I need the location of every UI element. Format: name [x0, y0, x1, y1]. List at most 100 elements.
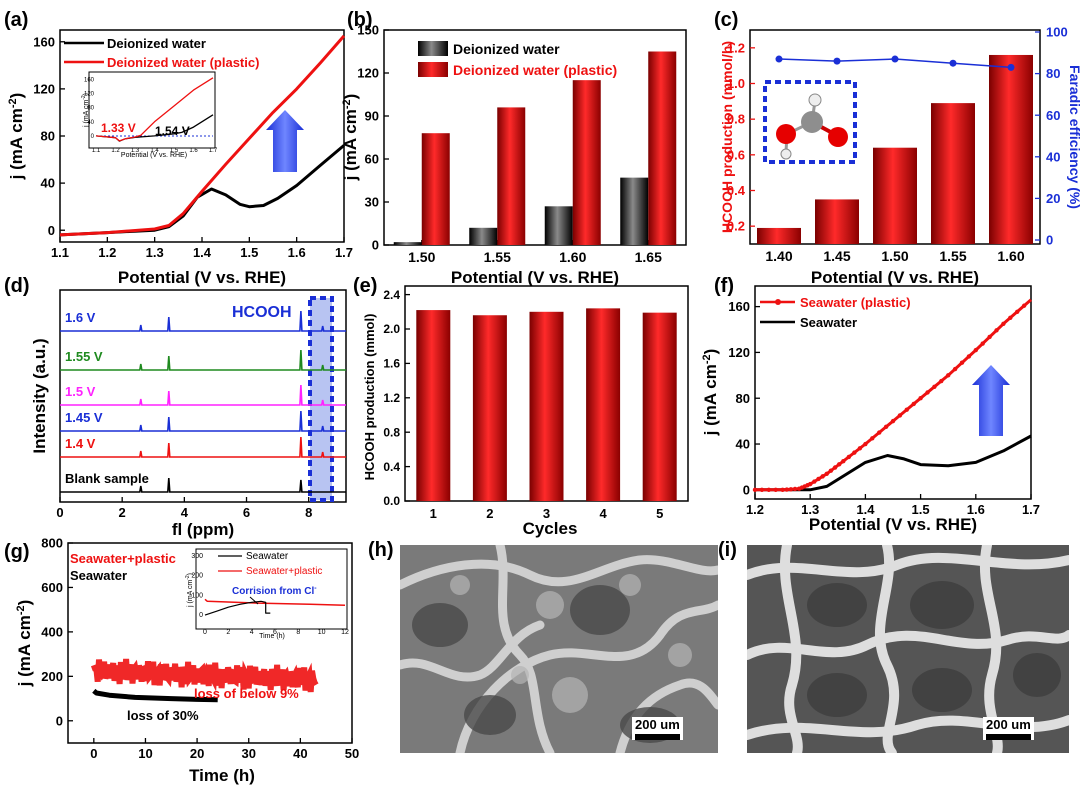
axis-f-xtick-label: 1.5 [912, 502, 930, 517]
axis-e-xlabel: Cycles [523, 519, 578, 538]
point-f-plastic [863, 441, 868, 447]
inset-a-xtick-label: 1.1 [92, 148, 101, 154]
axis-b-ytick-label: 120 [357, 66, 379, 81]
annot-g-loss-30: loss of 30% [127, 708, 199, 723]
bar-e-cycle [586, 308, 621, 501]
panel-c-label: (c) [714, 9, 738, 31]
axis-f-xtick-label: 1.3 [801, 502, 819, 517]
panel-h-label: (h) [368, 539, 394, 561]
axis-b-ytick-label: 150 [357, 23, 379, 38]
point-c-fe [775, 55, 783, 63]
point-f-plastic [959, 360, 965, 365]
inset-g-frame [195, 548, 348, 630]
trend-arrow-f [972, 365, 1010, 436]
panel-d-label: (d) [4, 275, 30, 297]
axis-f-ytick-label: 160 [728, 299, 750, 314]
inset-a-xtick-label: 1.4 [150, 148, 159, 154]
axis-f-ylabel: j (mA cm-2) [701, 349, 720, 437]
bar-b-plastic [648, 51, 677, 245]
bar-b-deionized [469, 227, 498, 245]
axis-g-xtick-label: 30 [241, 746, 255, 761]
inset-a-ytick-label: 40 [87, 120, 94, 126]
inset-g-ytick-label: 200 [191, 573, 203, 580]
legend-b-0-label: Deionized water [453, 41, 560, 57]
legend-f-1-label: Seawater [800, 315, 857, 330]
axis-d-xtick-label: 8 [305, 505, 312, 520]
axis-a-ylabel: j (mA cm-2) [7, 93, 26, 181]
bar-e-cycle [472, 315, 507, 501]
legend-b-1-swatch [418, 62, 448, 77]
panel-c: (c) 0.2 0.4 0.6 0.8 1.0 1.2 0 20 40 60 80 100 1.40 1.… [714, 9, 1080, 287]
point-f-plastic [897, 413, 903, 418]
axis-f-xtick-label: 1.2 [746, 502, 764, 517]
axis-g-xtick-label: 20 [190, 746, 204, 761]
point-f-plastic [980, 341, 985, 346]
axis-g-ytick-label: 400 [41, 624, 63, 639]
point-f-plastic [973, 347, 978, 353]
axis-b-xtick-label: 1.65 [635, 249, 662, 265]
axis-c-ytick-label: 1.0 [727, 76, 745, 91]
spectrum-label: 1.55 V [65, 349, 103, 364]
point-f-plastic [918, 396, 923, 401]
bar-b-deionized [393, 242, 422, 245]
axis-c-ytick-label: 0.4 [727, 183, 746, 198]
bar-c-hcooh [873, 147, 917, 244]
axis-f-ytick-label: 120 [728, 345, 750, 360]
axis-e-ytick-label: 0.8 [383, 425, 400, 439]
axis-c-ytick-label: 0.2 [727, 219, 745, 234]
panel-e: (e) 0.0 0.4 0.8 1.2 1.6 2.0 2.4 1 2 3 4 5 Cycles HC… [353, 275, 689, 538]
spectrum-label: 1.6 V [65, 310, 96, 325]
point-f-plastic [857, 446, 863, 451]
point-f-plastic [1021, 303, 1027, 308]
scale-bar-h: 200 um [632, 717, 683, 740]
axis-g-ytick-label: 600 [41, 580, 63, 595]
panel-a: (a) 1.1 1.2 1.3 1.4 1.5 1.6 1.7 0 40 80 120 160 Dei… [4, 9, 353, 287]
axis-a-xtick-label: 1.3 [146, 245, 164, 260]
legend-b-1-label: Deionized water (plastic) [453, 62, 617, 78]
axis-f-xtick-label: 1.7 [1022, 502, 1040, 517]
point-f-plastic [870, 436, 875, 441]
axis-b-xtick-label: 1.55 [484, 249, 511, 265]
axis-a-xtick-label: 1.1 [51, 245, 69, 260]
spectrum-trace [60, 477, 346, 493]
series-f-seawater [755, 434, 1032, 492]
axis-c-right-ytick-label: 0 [1046, 233, 1053, 248]
axis-a-ytick-label: 40 [41, 176, 55, 191]
point-f-plastic [808, 481, 813, 487]
inset-g-xtick-label: 6 [273, 629, 277, 636]
axis-c-ylabel2: Faradic efficiency (%) [1067, 65, 1080, 209]
inset-a-xlabel: Potential (V vs. RHE) [121, 152, 187, 159]
inset-a-xtick-label: 1.6 [189, 148, 198, 154]
point-f-plastic [994, 328, 999, 333]
point-c-fe [1007, 63, 1015, 71]
series-a-deionized-plastic [59, 34, 346, 237]
axis-g-xtick-label: 10 [138, 746, 152, 761]
inset-g-annotation-arrow [249, 596, 259, 605]
hcooh-annotation: HCOOH [232, 304, 292, 321]
axis-c-ylabel: HCOOH production (mmol/h) [719, 41, 735, 233]
point-f-plastic [877, 430, 882, 435]
axis-f-ytick-label: 80 [736, 391, 750, 406]
axis-f-ytick-label: 0 [743, 482, 750, 497]
inset-a-ylabel: j (mA cm-2) [81, 93, 90, 128]
point-f-plastic [784, 487, 789, 492]
series-g-seawater [92, 688, 218, 703]
point-f-plastic [946, 373, 951, 378]
legend-f-0-marker [775, 299, 781, 305]
panel-f-frame [754, 285, 1032, 500]
inset-g-series-plastic [204, 598, 346, 607]
axis-c-right-ytick-label: 80 [1046, 66, 1060, 81]
bar-e-cycle [642, 312, 677, 501]
legend-g-0-label: Seawater+plastic [70, 551, 176, 566]
axis-a-ytick-label: 80 [41, 129, 55, 144]
bar-c-hcooh [815, 199, 859, 244]
axis-a-ytick-label: 160 [33, 34, 55, 49]
point-f-plastic [832, 465, 838, 470]
spectrum-trace [60, 436, 346, 458]
inset-a-xtick-label: 1.2 [111, 148, 120, 154]
inset-g-ylabel: j (mA cm-2) [185, 573, 194, 608]
point-f-plastic [846, 454, 852, 460]
axis-b-xtick-label: 1.50 [408, 249, 435, 265]
axis-e-ytick-label: 1.6 [383, 357, 400, 371]
